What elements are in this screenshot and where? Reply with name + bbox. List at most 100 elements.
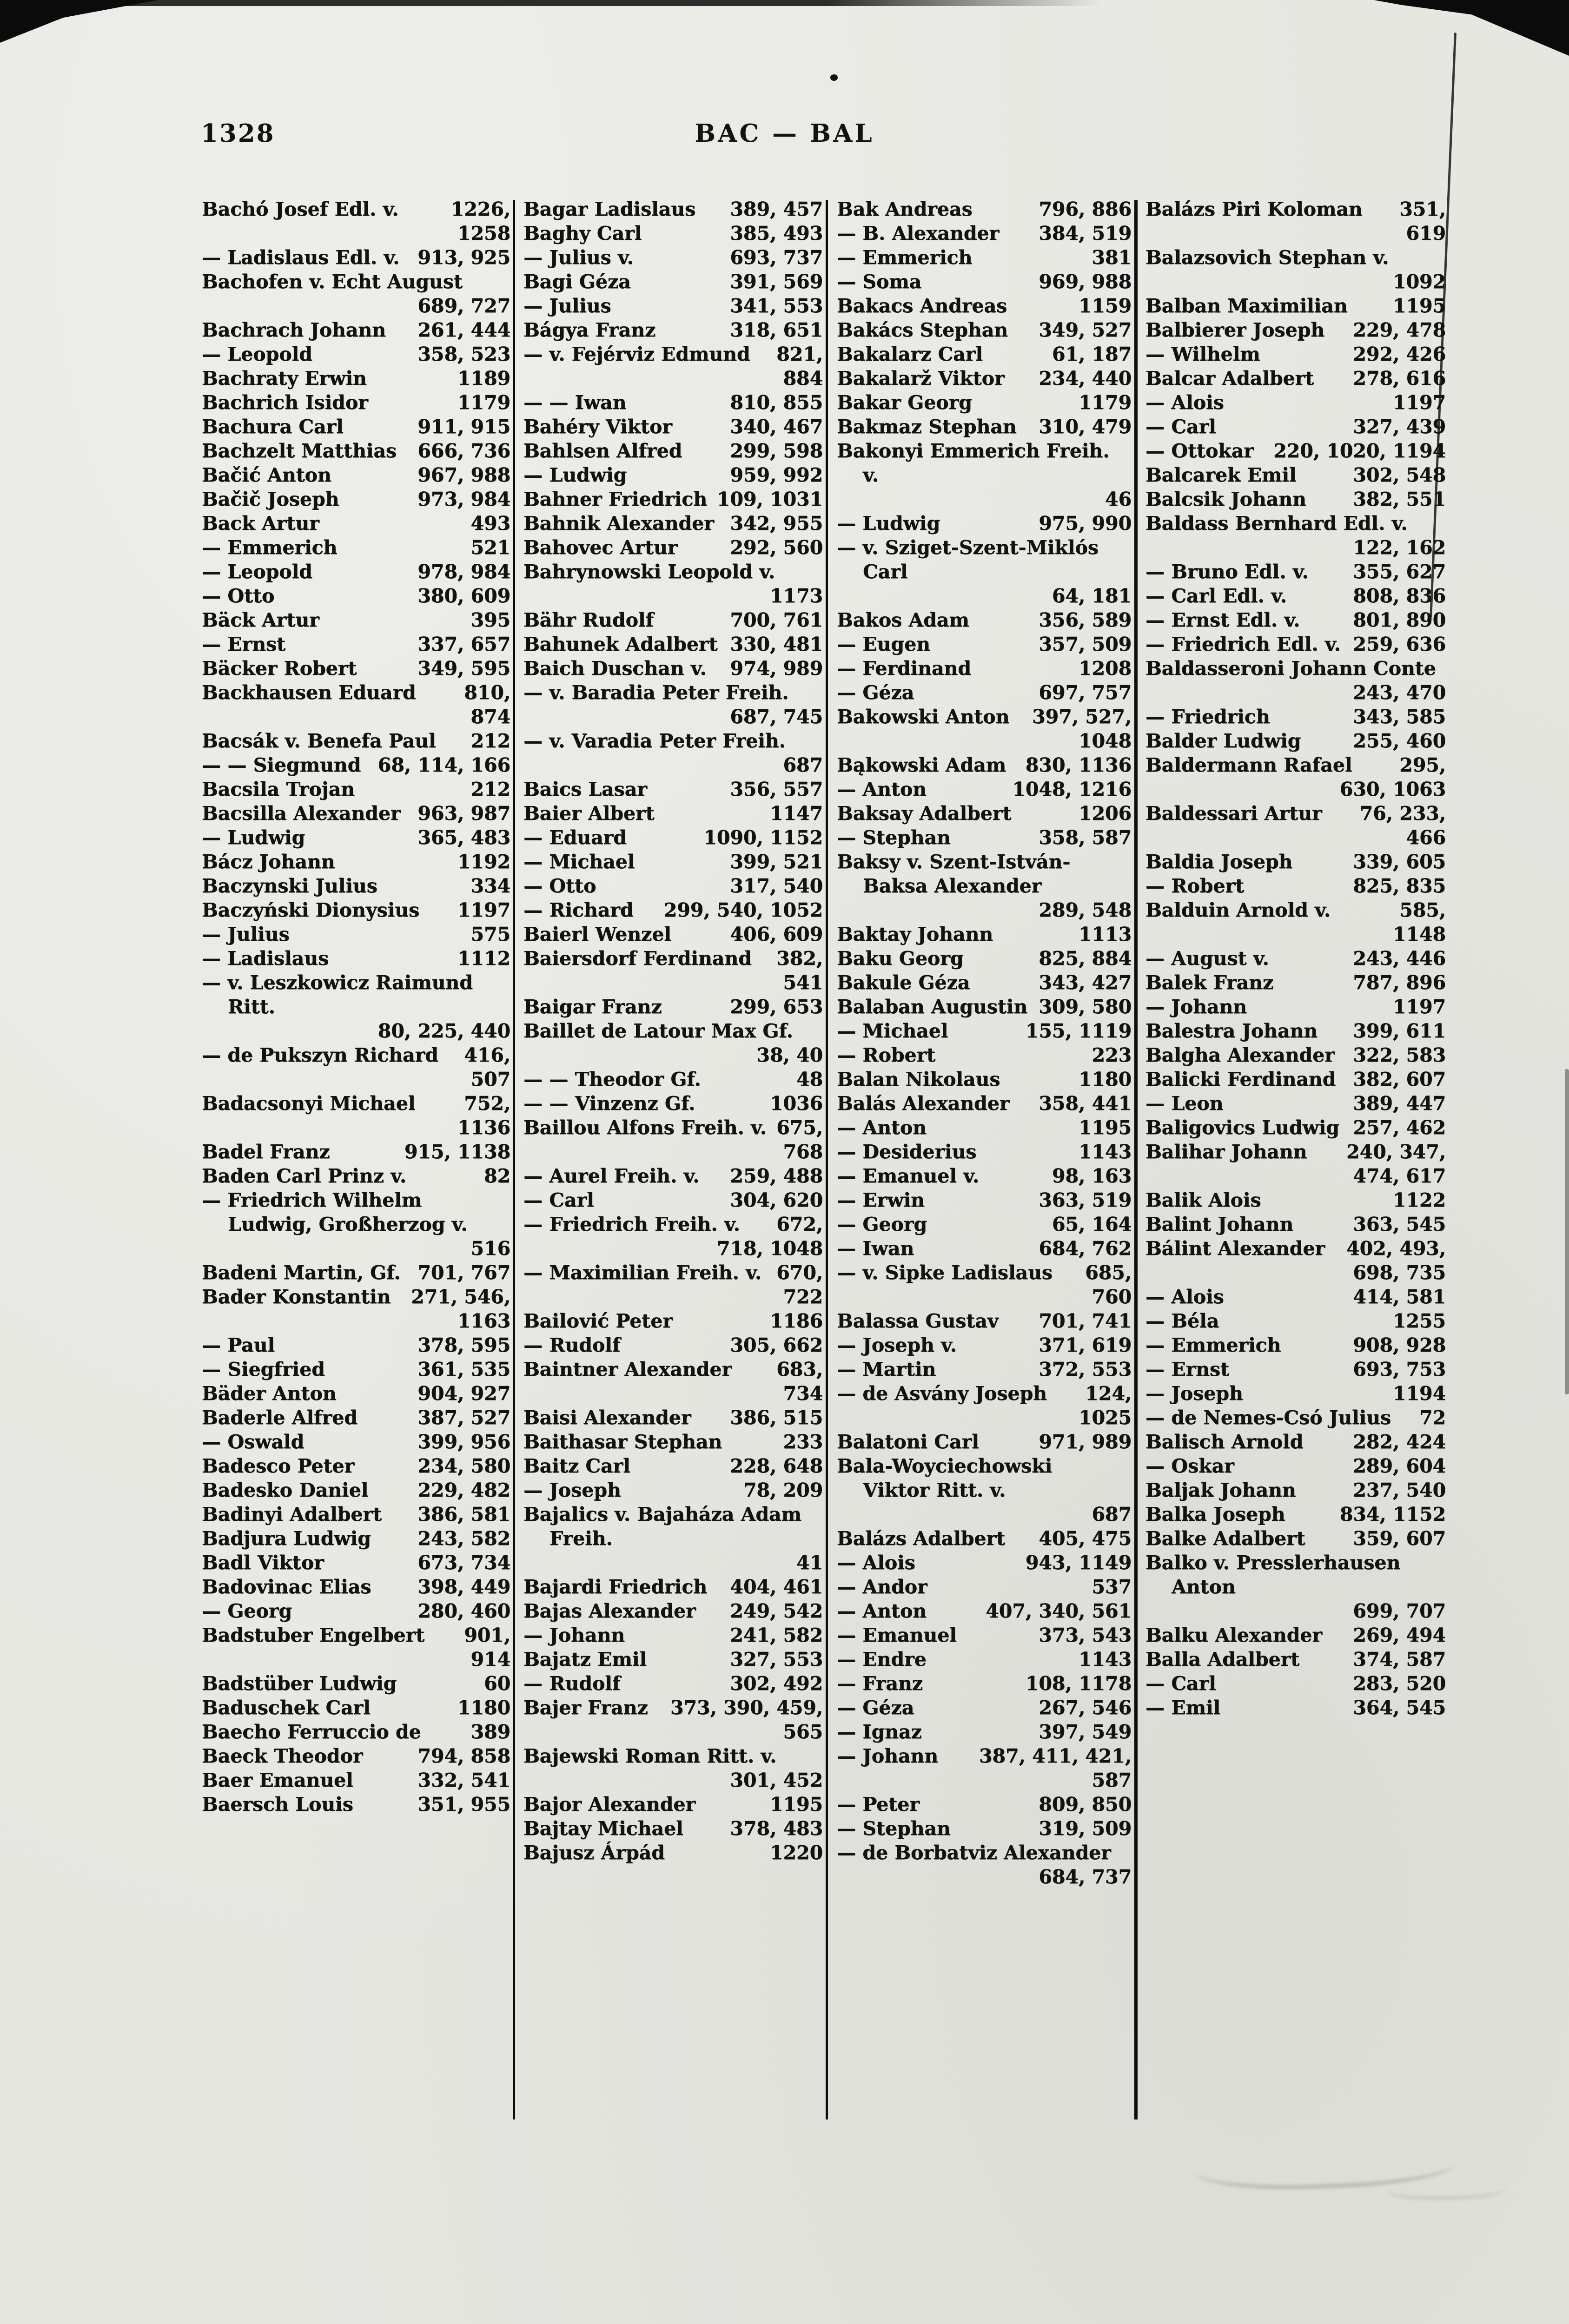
index-entry: — Julius 341, 553 [523, 294, 823, 318]
entry-name: — Joseph [523, 1479, 621, 1501]
entry-pages: 371, 619 [1039, 1334, 1132, 1356]
entry-name: Bäck Artur [202, 609, 319, 631]
entry-name: Baderle Alfred [202, 1406, 357, 1429]
entry-name: — Joseph [1145, 1382, 1243, 1405]
entry-pages: 687, 745 [730, 706, 823, 728]
entry-name: — Oswald [202, 1431, 305, 1453]
entry-pages: 406, 609 [730, 923, 823, 945]
entry-pages: 372, 553 [1039, 1358, 1132, 1380]
index-entry: Bačič Joseph 973, 984 [202, 487, 510, 511]
entry-pages: 357, 509 [1039, 633, 1132, 655]
entry-name: Baldasseroni Johann Conte [1145, 657, 1436, 680]
entry-name: — Iwan [837, 1237, 914, 1260]
entry-name: Bahovec Artur [523, 536, 678, 559]
entry-pages: 340, 467 [730, 416, 823, 438]
entry-pages: 382, 551 [1353, 488, 1446, 510]
index-entry: Bajatz Emil 327, 553 [523, 1647, 823, 1671]
entry-name: Bachraty Erwin [202, 367, 367, 390]
entry-pages: 683, 734 [776, 1358, 823, 1405]
entry-pages: 685, 760 [1085, 1261, 1132, 1308]
entry-pages: 124, 1025 [1078, 1382, 1132, 1429]
entry-pages: 337, 657 [417, 633, 510, 655]
entry-pages: 973, 984 [417, 488, 510, 510]
index-entry: Bakalarz Carl 61, 187 [837, 342, 1132, 366]
entry-name: Bailović Peter [523, 1310, 673, 1332]
entry-name: — August v. [1145, 947, 1269, 970]
index-entry: — — Siegmund 68, 114, 166 [202, 753, 510, 777]
entry-name: Badel Franz [202, 1141, 330, 1163]
entry-name: — Julius [202, 923, 290, 945]
entry-name: — Ladislaus Edl. v. [202, 246, 400, 269]
entry-name: — Soma [837, 271, 922, 293]
index-entry: Bálint Alexander 402, 493, 698, 735 [1145, 1236, 1446, 1285]
entry-pages: 395 [470, 609, 510, 631]
index-entry: — B. Alexander 384, 519 [837, 221, 1132, 245]
index-entry: Baderle Alfred 387, 527 [202, 1406, 510, 1430]
entry-name: — Carl [523, 1189, 594, 1211]
entry-name: Baksay Adalbert [837, 802, 1012, 825]
entry-pages: 68, 114, 166 [377, 754, 510, 776]
index-entry: Balban Maximilian 1195 [1145, 294, 1446, 318]
entry-name: Balgha Alexander [1145, 1044, 1335, 1066]
entry-name: Badstüber Ludwig [202, 1672, 397, 1695]
entry-name: Bajer Franz [523, 1697, 648, 1719]
entry-name: Bácz Johann [202, 851, 335, 873]
index-entry: Balcarek Emil 302, 548 [1145, 463, 1446, 487]
entry-pages: 82 [483, 1165, 510, 1187]
entry-pages: 687 [1092, 1503, 1132, 1525]
entry-pages: 65, 164 [1052, 1213, 1132, 1235]
index-entry: — Ernst 693, 753 [1145, 1357, 1446, 1381]
entry-pages: 493 [470, 512, 510, 535]
index-entry: Balassa Gustav 701, 741 [837, 1309, 1132, 1333]
entry-pages: 122, 162 [1353, 536, 1446, 559]
index-entry: Bágya Franz 318, 651 [523, 318, 823, 342]
index-entry: Bahéry Viktor 340, 467 [523, 415, 823, 439]
entry-name: Bacsila Trojan [202, 778, 355, 800]
entry-name: Baillet de Latour Max Gf. [523, 1020, 793, 1042]
entry-name: Balka Joseph [1145, 1503, 1285, 1525]
entry-name: — Robert [1145, 875, 1244, 897]
index-entry: Baillou Alfons Freih. v. 675, 768 [523, 1116, 823, 1164]
entry-pages: 697, 757 [1039, 681, 1132, 704]
entry-name: — Carl Edl. v. [1145, 585, 1287, 607]
entry-name: Bala-Woyciechowski Viktor Ritt. v. [837, 1455, 1053, 1501]
entry-pages: 969, 988 [1039, 271, 1132, 293]
entry-pages: 1143 [1078, 1648, 1132, 1670]
entry-name: — Peter [837, 1793, 920, 1816]
index-entry: — Endre 1143 [837, 1647, 1132, 1671]
index-entry: — Friedrich Edl. v. 259, 636 [1145, 632, 1446, 656]
entry-pages: 356, 557 [730, 778, 823, 800]
entry-pages: 701, 741 [1039, 1310, 1132, 1332]
entry-pages: 913, 925 [417, 246, 510, 269]
entry-pages: 305, 662 [730, 1334, 823, 1356]
entry-name: — Otto [202, 585, 275, 607]
index-column-3: Bak Andreas 796, 886 — B. Alexander 384, 5… [837, 197, 1132, 2131]
entry-pages: 825, 884 [1039, 947, 1132, 970]
entry-name: Baich Duschan v. [523, 657, 707, 680]
entry-name: — Michael [837, 1020, 948, 1042]
index-entry: Bachó Josef Edl. v. 1226, 1258 [202, 197, 510, 245]
index-entry: Bakos Adam 356, 589 [837, 608, 1132, 632]
entry-name: — Alois [1145, 391, 1224, 414]
scan-edge-right-sliver [1565, 1069, 1569, 1394]
index-entry: — Wilhelm 292, 426 [1145, 342, 1446, 366]
entry-name: — Otto [523, 875, 596, 897]
entry-name: — Rudolf [523, 1334, 621, 1356]
entry-pages: 1195 [769, 1793, 823, 1816]
entry-pages: 259, 488 [730, 1165, 823, 1187]
column-divider [826, 200, 828, 2119]
index-entry: — Ludwig 959, 992 [523, 463, 823, 487]
entry-pages: 234, 440 [1039, 367, 1132, 390]
entry-pages: 389, 457 [730, 198, 823, 220]
entry-name: Baierl Wenzel [523, 923, 671, 945]
entry-pages: 1189 [457, 367, 510, 390]
entry-pages: 666, 736 [417, 440, 510, 462]
index-entry: Bajor Alexander 1195 [523, 1792, 823, 1816]
index-entry: — Emmerich 381 [837, 245, 1132, 270]
entry-name: Bader Konstantin [202, 1286, 391, 1308]
index-entry: — August v. 243, 446 [1145, 946, 1446, 971]
index-entry: — Siegfried 361, 535 [202, 1357, 510, 1381]
entry-pages: 317, 540 [730, 875, 823, 897]
entry-pages: 358, 523 [417, 343, 510, 365]
index-entry: Balazsovich Stephan v. 1092 [1145, 245, 1446, 294]
